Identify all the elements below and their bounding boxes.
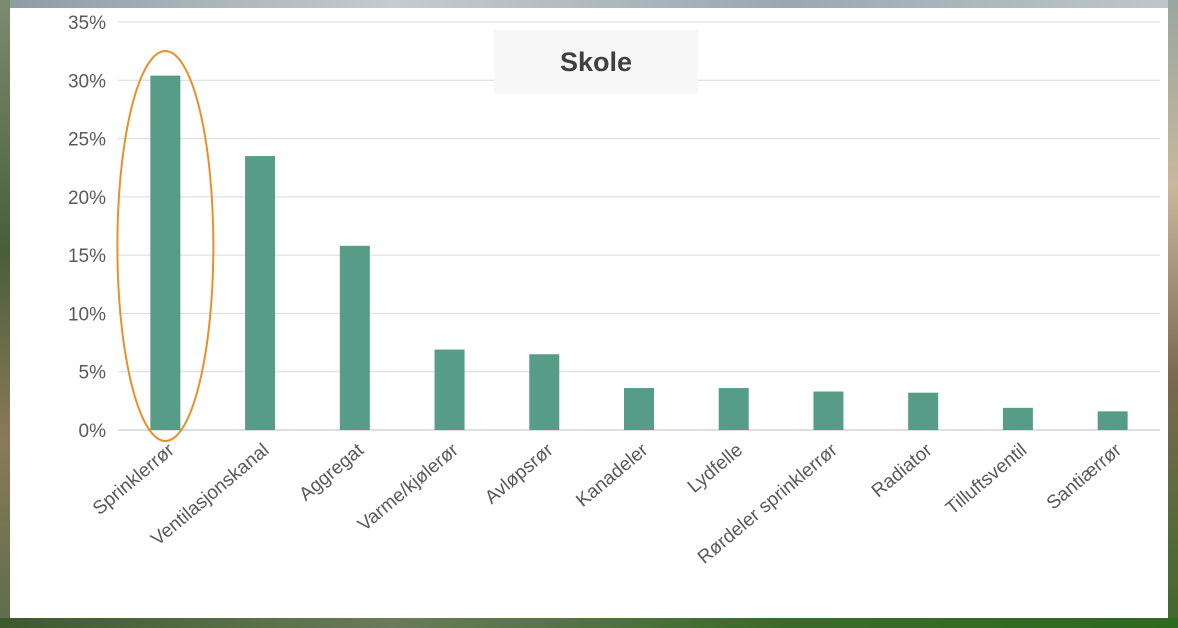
chart-title: Skole (494, 30, 698, 94)
x-tick-label: Kanadeler (572, 439, 652, 511)
bar (339, 245, 370, 430)
x-tick-label: Tilluftsventil (942, 440, 1031, 519)
y-tick-label: 25% (68, 130, 106, 151)
highlight-ellipse (116, 50, 215, 442)
gridlines (118, 21, 1160, 431)
y-tick-label: 35% (68, 13, 106, 34)
bar (1097, 411, 1128, 430)
chart-panel: 0% 5% 10% 15% 20% 25% 30% 35% Sprinklerrør Venti… (10, 8, 1168, 618)
x-tick-label: Varme/kjølerør (354, 439, 463, 535)
bar (1002, 407, 1033, 430)
photo-backdrop-left (0, 0, 10, 628)
bar (718, 388, 749, 430)
x-tick-label: Sprinklerrør (89, 439, 179, 519)
x-tick-label: Aggregat (295, 439, 368, 505)
y-tick-label: 10% (68, 304, 106, 325)
y-tick-label: 30% (68, 71, 106, 92)
bar (813, 391, 844, 430)
bar (434, 349, 465, 430)
bar-chart: 0% 5% 10% 15% 20% 25% 30% 35% SprinklerrørVenti… (68, 13, 1160, 568)
x-tick-label: Santiærrør (1043, 439, 1127, 514)
bar (150, 75, 181, 430)
y-tick-label: 5% (79, 363, 107, 384)
bars (150, 75, 1128, 431)
x-tick-label: Lydfelle (684, 440, 747, 498)
y-tick-label: 20% (68, 188, 106, 209)
y-axis-tick-labels: 0% 5% 10% 15% 20% 25% 30% 35% (68, 13, 106, 442)
bar (529, 354, 560, 430)
bar (245, 156, 276, 431)
x-tick-label: Avløpsrør (481, 439, 558, 508)
highlight-annotation (116, 50, 215, 442)
bar (908, 392, 939, 430)
bar (624, 388, 654, 430)
x-tick-label: Radiator (868, 439, 937, 502)
photo-backdrop-bottom (0, 618, 1178, 628)
y-tick-label: 0% (79, 421, 107, 442)
photo-backdrop-top (0, 0, 1178, 8)
photo-backdrop-right (1168, 0, 1178, 628)
y-tick-label: 15% (68, 246, 106, 267)
